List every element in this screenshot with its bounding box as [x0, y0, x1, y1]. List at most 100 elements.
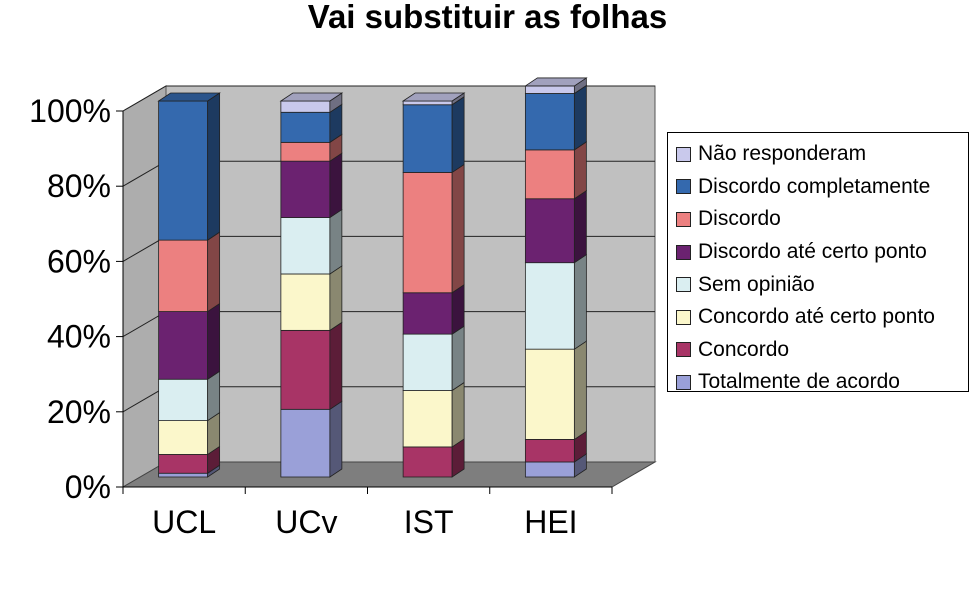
legend-item: Totalmente de acordo [668, 366, 968, 399]
legend-label: Discordo [698, 207, 781, 231]
bar-stack-hei [524, 77, 588, 478]
bar-side [329, 400, 343, 478]
bar-front [280, 160, 331, 218]
bar-top [157, 92, 221, 102]
legend-item: Discordo [668, 203, 968, 236]
bar-front [158, 454, 209, 474]
bar-segment [402, 325, 465, 392]
bar-segment [280, 321, 343, 411]
legend-swatch [676, 146, 691, 162]
bar-stack-ist [401, 92, 466, 478]
chart-title: Vai substituir as folhas [307, 0, 668, 35]
bar-side [573, 141, 587, 200]
bar-segment [280, 265, 343, 332]
legend-label: Não responderam [698, 142, 867, 166]
bar-front [280, 100, 331, 113]
bar-top [279, 92, 344, 102]
legend-swatch [676, 244, 691, 260]
legend-item: Discordo completamente [668, 171, 968, 204]
bar-side [207, 302, 221, 380]
bars [157, 77, 588, 478]
gridline [122, 85, 655, 112]
y-tick-label: 20% [47, 394, 111, 430]
bar-segment [402, 284, 465, 335]
legend-item: Sem opinião [668, 268, 968, 301]
x-tick-label: IST [404, 504, 454, 540]
bar-segment [280, 152, 343, 219]
legend-swatch [676, 309, 691, 325]
bar-front [158, 311, 209, 380]
bar-side [451, 163, 465, 294]
bar-segment [524, 253, 587, 350]
bar-front [280, 141, 331, 162]
legend-label: Discordo até certo ponto [698, 240, 927, 264]
bar-top [401, 92, 466, 102]
bar-side [573, 340, 587, 441]
y-tick-labels: 0% 20% 40% 60% 80% 100% [29, 93, 111, 505]
bar-segment [280, 103, 343, 144]
bar-front [524, 149, 575, 200]
bar-front [524, 348, 575, 440]
y-tick-label: 100% [29, 93, 111, 129]
legend-swatch [676, 374, 691, 390]
bar-front [524, 461, 575, 478]
bar-segment [158, 302, 221, 380]
legend-label: Concordo até certo ponto [698, 305, 935, 329]
legend-label: Sem opinião [698, 272, 815, 296]
bar-front [158, 472, 209, 478]
legend-swatch [676, 277, 691, 293]
bar-front [158, 378, 209, 421]
legend-swatch [676, 211, 691, 227]
bar-segment [158, 231, 221, 313]
bar-segment [524, 340, 587, 441]
bar-segment [402, 163, 465, 294]
bar-side [207, 370, 221, 422]
bar-side [573, 84, 587, 151]
x-tick-label: HEI [524, 504, 577, 540]
bar-front [402, 333, 453, 391]
bar-front [280, 217, 331, 275]
legend-item: Discordo até certo ponto [668, 236, 968, 269]
bar-segment [524, 141, 587, 200]
bar-side [207, 231, 221, 313]
bar-front [402, 390, 453, 448]
bar-segment [524, 190, 587, 264]
bar-side [451, 284, 465, 335]
bar-segment [402, 381, 465, 448]
bar-front [402, 292, 453, 335]
bar-segment [280, 400, 343, 478]
legend-item: Concordo até certo ponto [668, 301, 968, 334]
bar-side [329, 321, 343, 411]
bar-side [451, 325, 465, 392]
bar-front [524, 93, 575, 151]
x-tick-labels: UCL UCv IST HEI [152, 504, 577, 540]
bar-top [524, 77, 588, 87]
bar-front [280, 111, 331, 143]
bar-front [280, 408, 331, 478]
bar-side [451, 96, 465, 174]
bar-front [158, 420, 209, 455]
bar-segment [524, 430, 587, 463]
bar-front [402, 446, 453, 478]
bar-segment [158, 370, 221, 422]
bar-front [158, 239, 209, 312]
bar-side [329, 265, 343, 332]
bar-segment [280, 208, 343, 275]
legend-label: Discordo completamente [698, 174, 931, 198]
legend-swatch [676, 179, 691, 195]
y-tick-label: 80% [47, 168, 111, 204]
bar-segment [158, 92, 221, 241]
bar-side [573, 253, 587, 350]
legend-item: Não responderam [668, 138, 968, 171]
y-tick-label: 60% [47, 243, 111, 279]
bar-segment [524, 84, 587, 151]
bar-segment [402, 96, 465, 174]
bar-front [524, 85, 575, 94]
x-tick-label: UCv [275, 504, 337, 540]
legend-label: Concordo [698, 337, 790, 361]
legend-label: Totalmente de acordo [698, 370, 900, 394]
legend-swatch [676, 342, 691, 358]
bar-front [524, 262, 575, 350]
bar-front [402, 100, 453, 106]
